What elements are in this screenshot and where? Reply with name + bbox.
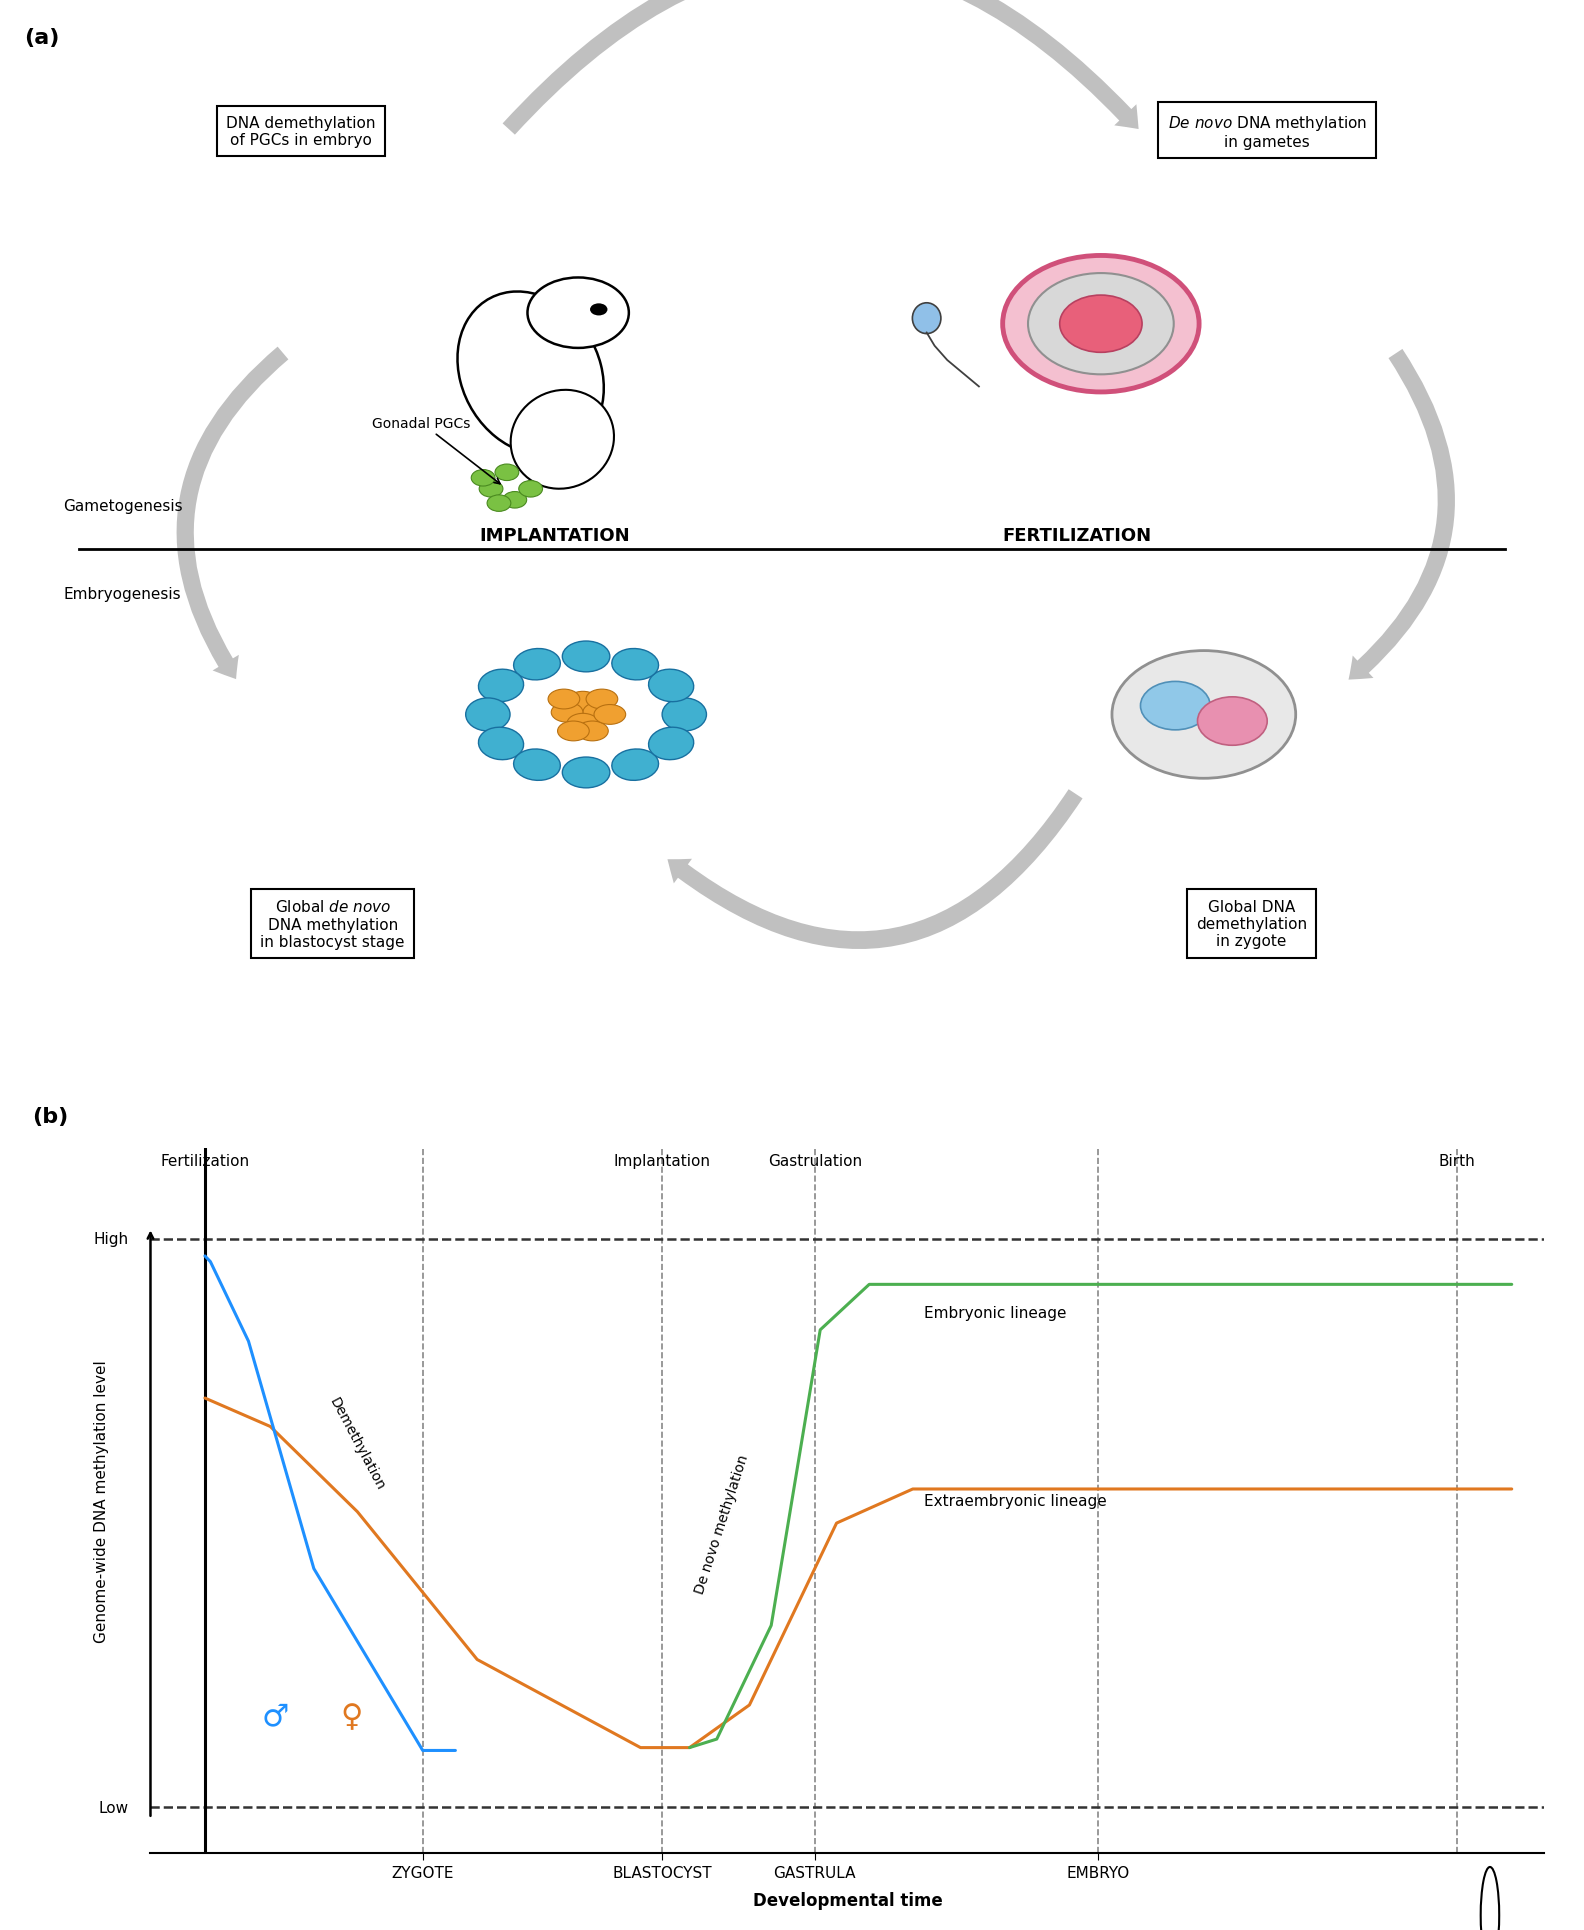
Text: Gonadal PGCs: Gonadal PGCs — [372, 417, 501, 484]
Ellipse shape — [567, 693, 599, 712]
Circle shape — [1028, 274, 1174, 374]
Text: Fertilization: Fertilization — [160, 1154, 250, 1168]
Ellipse shape — [558, 722, 589, 741]
Ellipse shape — [510, 390, 615, 490]
Text: Global $\it{de\ novo}$
DNA methylation
in blastocyst stage: Global $\it{de\ novo}$ DNA methylation i… — [260, 899, 406, 950]
Text: Gastrulation: Gastrulation — [768, 1154, 862, 1168]
Ellipse shape — [594, 704, 626, 726]
Text: DNA demethylation
of PGCs in embryo: DNA demethylation of PGCs in embryo — [227, 116, 375, 149]
Text: ♀: ♀ — [341, 1702, 363, 1731]
Ellipse shape — [513, 749, 561, 782]
Text: Gametogenesis: Gametogenesis — [63, 498, 184, 513]
Ellipse shape — [562, 641, 610, 672]
Text: Implantation: Implantation — [615, 1154, 711, 1168]
Circle shape — [472, 471, 494, 486]
Text: FERTILIZATION: FERTILIZATION — [1003, 527, 1152, 544]
Circle shape — [480, 481, 504, 498]
X-axis label: Developmental time: Developmental time — [752, 1891, 942, 1909]
FancyArrowPatch shape — [1348, 349, 1456, 679]
Circle shape — [1003, 257, 1199, 392]
Ellipse shape — [611, 648, 659, 681]
Ellipse shape — [577, 722, 608, 741]
Ellipse shape — [466, 699, 510, 731]
FancyArrowPatch shape — [502, 0, 1139, 135]
Text: High: High — [93, 1231, 128, 1247]
Text: (b): (b) — [32, 1106, 68, 1125]
Ellipse shape — [562, 758, 610, 789]
Circle shape — [1060, 295, 1142, 353]
Circle shape — [496, 465, 520, 481]
Ellipse shape — [912, 303, 941, 334]
Circle shape — [504, 492, 527, 510]
Text: $\it{De\ novo}$ DNA methylation
in gametes: $\it{De\ novo}$ DNA methylation in gamet… — [1167, 114, 1367, 151]
Ellipse shape — [567, 714, 599, 733]
FancyArrowPatch shape — [667, 789, 1082, 950]
Ellipse shape — [458, 291, 604, 455]
Text: IMPLANTATION: IMPLANTATION — [478, 527, 630, 544]
FancyArrowPatch shape — [176, 347, 288, 679]
Text: Demethylation: Demethylation — [326, 1395, 388, 1492]
Ellipse shape — [583, 703, 615, 722]
Circle shape — [1198, 697, 1267, 745]
Ellipse shape — [548, 689, 580, 710]
Ellipse shape — [586, 689, 618, 710]
Circle shape — [513, 664, 659, 766]
Text: Low: Low — [98, 1801, 128, 1814]
Ellipse shape — [611, 749, 659, 782]
Text: Embryonic lineage: Embryonic lineage — [923, 1305, 1066, 1320]
Y-axis label: Genome-wide DNA methylation level: Genome-wide DNA methylation level — [93, 1359, 109, 1642]
Text: Extraembryonic lineage: Extraembryonic lineage — [923, 1494, 1106, 1507]
Text: (a): (a) — [24, 27, 59, 48]
Text: Embryogenesis: Embryogenesis — [63, 587, 181, 602]
Text: Birth: Birth — [1438, 1154, 1476, 1168]
Circle shape — [488, 496, 510, 511]
Ellipse shape — [478, 670, 524, 703]
Circle shape — [520, 481, 542, 498]
Circle shape — [589, 305, 608, 317]
Circle shape — [527, 278, 629, 349]
Ellipse shape — [551, 703, 583, 722]
Ellipse shape — [648, 670, 694, 703]
Circle shape — [1140, 681, 1210, 730]
Text: ♂: ♂ — [261, 1702, 290, 1731]
Ellipse shape — [513, 648, 561, 681]
Ellipse shape — [662, 699, 706, 731]
Ellipse shape — [478, 728, 524, 760]
Ellipse shape — [648, 728, 694, 760]
Text: De novo methylation: De novo methylation — [694, 1451, 751, 1594]
Text: Global DNA
demethylation
in zygote: Global DNA demethylation in zygote — [1196, 899, 1307, 950]
Circle shape — [1112, 650, 1296, 780]
